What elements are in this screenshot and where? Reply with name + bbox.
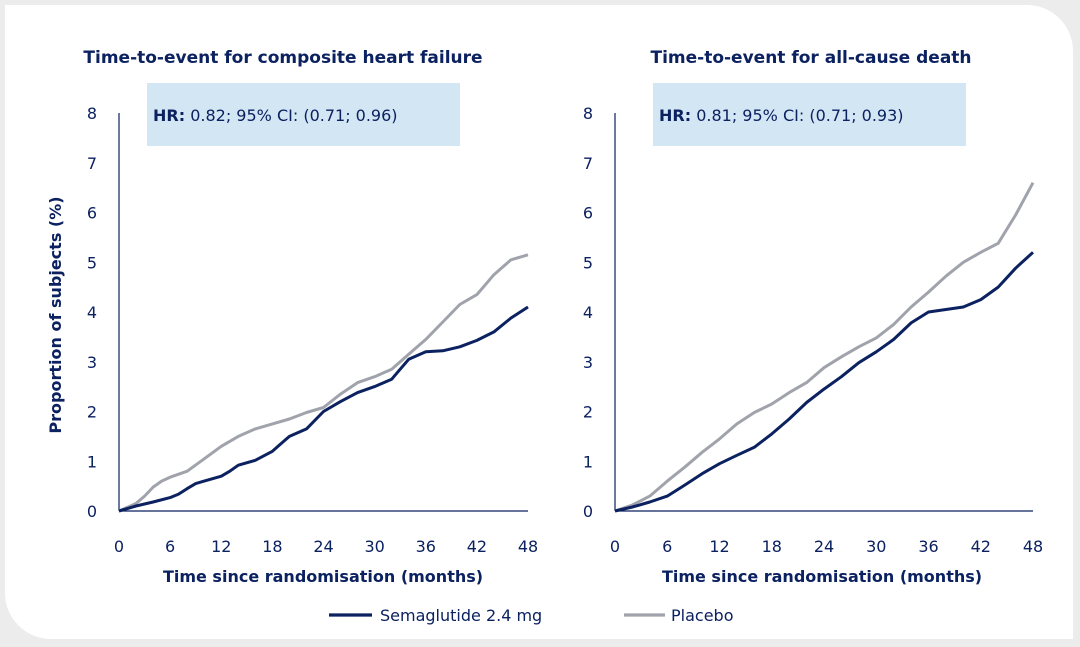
y-tick-label: 7 (583, 154, 593, 173)
x-tick-label: 42 (971, 537, 991, 556)
series-line-placebo (118, 253, 529, 513)
y-tick-label: 0 (87, 502, 97, 521)
x-tick-label: 36 (918, 537, 938, 556)
series-line-placebo (614, 181, 1035, 513)
y-tick-label: 1 (583, 452, 593, 471)
y-tick-label: 3 (583, 353, 593, 372)
y-tick-label: 1 (87, 452, 97, 471)
y-axis-label: Proportion of subjects (%) (46, 196, 65, 433)
series-group (614, 181, 1035, 513)
y-tick-label: 8 (583, 104, 593, 123)
hr-annotation-box (147, 83, 460, 146)
x-tick-label: 18 (262, 537, 282, 556)
x-ticks: 0 6 12 18 24 30 36 42 48 (610, 537, 1043, 556)
hr-value: 0.82; 95% CI: (0.71; 0.96) (190, 106, 397, 125)
legend-label-placebo: Placebo (671, 606, 733, 625)
x-tick-label: 42 (467, 537, 487, 556)
hr-label: HR: (659, 106, 691, 125)
panel-title: Time-to-event for all-cause death (650, 48, 971, 68)
y-tick-label: 6 (583, 204, 593, 223)
x-ticks: 0 6 12 18 24 30 36 42 48 (114, 537, 538, 556)
x-tick-label: 12 (709, 537, 729, 556)
x-tick-label: 48 (518, 537, 538, 556)
x-tick-label: 6 (165, 537, 175, 556)
y-tick-label: 6 (87, 204, 97, 223)
x-tick-label: 0 (114, 537, 124, 556)
y-tick-label: 7 (87, 154, 97, 173)
legend-label-semaglutide: Semaglutide 2.4 mg (380, 606, 542, 625)
series-line-semaglutide-2-4-mg (118, 305, 529, 513)
hr-annotation: HR: 0.81; 95% CI: (0.71; 0.93) (659, 106, 904, 125)
y-tick-label: 2 (583, 403, 593, 422)
x-tick-label: 12 (211, 537, 231, 556)
legend: Semaglutide 2.4 mg Placebo (329, 606, 733, 625)
x-tick-label: 24 (814, 537, 834, 556)
y-tick-label: 8 (87, 104, 97, 123)
series-line-semaglutide-2-4-mg (614, 251, 1035, 513)
y-tick-label: 3 (87, 353, 97, 372)
x-tick-label: 30 (364, 537, 384, 556)
x-tick-label: 0 (610, 537, 620, 556)
x-tick-label: 18 (762, 537, 782, 556)
hr-annotation-box (653, 83, 966, 146)
hr-annotation: HR: 0.82; 95% CI: (0.71; 0.96) (153, 106, 398, 125)
x-axis-label: Time since randomisation (months) (163, 567, 483, 586)
hr-value: 0.81; 95% CI: (0.71; 0.93) (696, 106, 903, 125)
y-tick-label: 0 (583, 502, 593, 521)
x-tick-label: 6 (662, 537, 672, 556)
y-tick-label: 2 (87, 403, 97, 422)
x-tick-label: 30 (866, 537, 886, 556)
x-tick-label: 48 (1023, 537, 1043, 556)
x-axis-label: Time since randomisation (months) (662, 567, 982, 586)
y-tick-label: 5 (87, 253, 97, 272)
y-ticks: 0 1 2 3 4 5 6 7 8 (87, 104, 97, 521)
panel-composite-heart-failure: Time-to-event for composite heart failur… (46, 48, 538, 586)
y-tick-label: 4 (583, 303, 593, 322)
x-tick-label: 36 (416, 537, 436, 556)
y-tick-label: 4 (87, 303, 97, 322)
hr-label: HR: (153, 106, 185, 125)
y-tick-label: 5 (583, 253, 593, 272)
y-ticks: 0 1 2 3 4 5 6 7 8 (583, 104, 593, 521)
panel-all-cause-death: Time-to-event for all-cause death HR: 0.… (583, 48, 1043, 586)
x-tick-label: 24 (313, 537, 333, 556)
panel-title: Time-to-event for composite heart failur… (83, 48, 482, 68)
series-group (118, 253, 529, 513)
